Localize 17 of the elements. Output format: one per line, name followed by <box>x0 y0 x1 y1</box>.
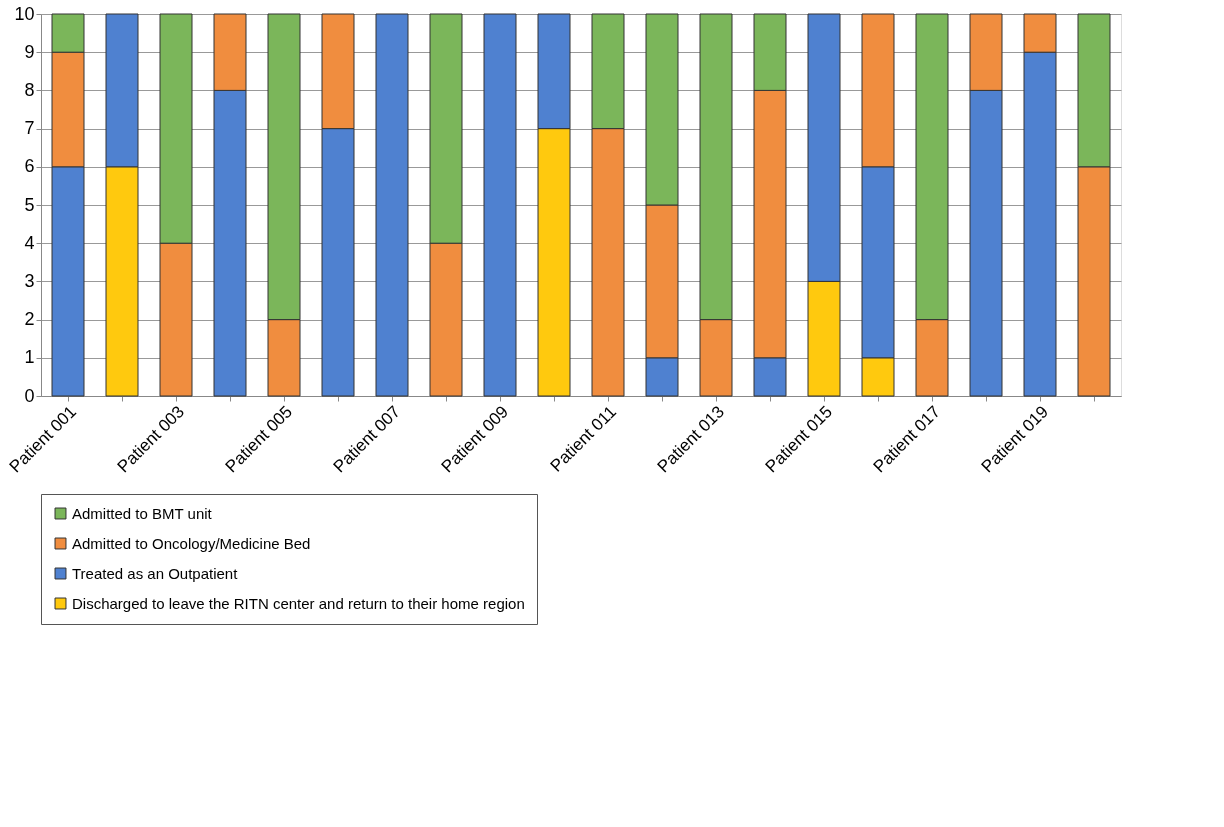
y-tick-label: 6 <box>24 156 35 177</box>
legend-label: Admitted to Oncology/Medicine Bed <box>72 534 311 552</box>
y-tick-label: 0 <box>24 385 35 406</box>
y-tick-label: 8 <box>24 79 35 100</box>
y-tick-label: 1 <box>24 347 35 368</box>
y-tick-label: 2 <box>24 309 35 330</box>
y-tick-label: 3 <box>24 270 35 291</box>
legend-label: Treated as an Outpatient <box>72 564 239 582</box>
bar <box>375 13 409 397</box>
y-tick-label: 10 <box>14 3 35 24</box>
legend-label: Discharged to leave the RITN center and return to their home region <box>72 594 525 612</box>
legend-label: Admitted to BMT unit <box>72 504 213 522</box>
y-tick-label: 5 <box>24 194 35 215</box>
y-tick-label: 9 <box>24 41 35 62</box>
y-tick-label: 7 <box>24 118 35 139</box>
y-tick-label: 4 <box>24 232 35 253</box>
bar <box>483 13 517 397</box>
